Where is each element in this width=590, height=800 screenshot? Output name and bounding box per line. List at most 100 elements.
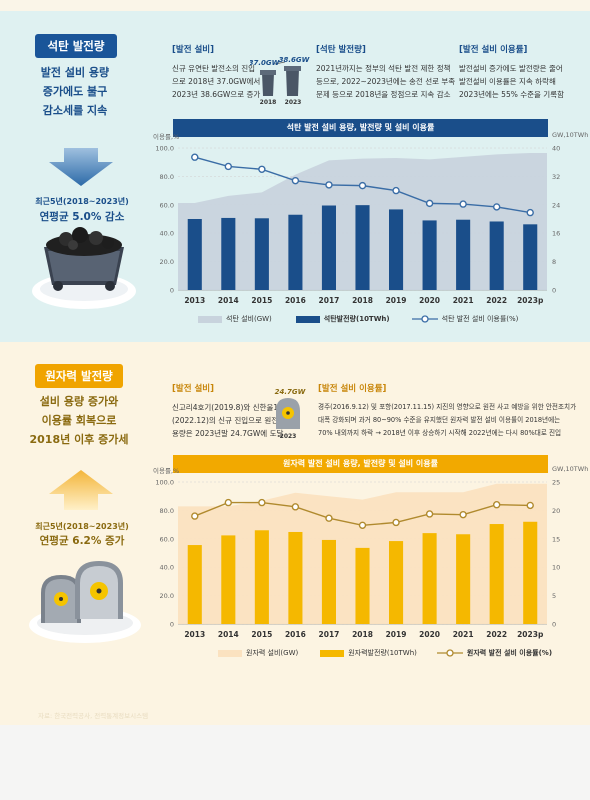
- coal-point-2019: [392, 186, 400, 195]
- coal-bar-2013: [187, 219, 202, 290]
- coal-bar-2014: [221, 217, 236, 290]
- nuclear-stat-rate: 연평균 6.2% 증가: [39, 535, 125, 547]
- nuclear-bar-2016: [288, 531, 303, 624]
- coal-xtick: 2016: [285, 296, 306, 305]
- coal-ytick-right: 16: [552, 230, 560, 238]
- nuclear-headline: 설비 용량 증가와 이용률 회복으로 2018년 이후 증가세: [15, 392, 143, 449]
- nuclear-point-2014: [224, 498, 233, 507]
- coal-bar-2016: [288, 214, 303, 290]
- coal-ytick-right: 24: [552, 201, 560, 209]
- coal-legend: 석탄 설비(GW) 석탄발전량(10TWh) 석탄 발전 설비 이용률(%): [198, 314, 518, 324]
- coal-xtick: 2014: [218, 296, 239, 305]
- nuclear-point-2015: [258, 498, 266, 507]
- coal-bar-2023p: [523, 224, 538, 290]
- coal-facility-title: [발전 설비]: [172, 45, 215, 55]
- coal-legend-utilization: 석탄 발전 설비 이용률(%): [441, 315, 519, 323]
- coal-headline-line-3: 감소세를 지속: [42, 104, 108, 117]
- coal-xtick: 2017: [319, 296, 340, 305]
- coal-bar-2022: [489, 221, 504, 290]
- nuclear-xtick: 2013: [184, 630, 205, 639]
- coal-headline-line-1: 발전 설비 용량: [40, 66, 110, 79]
- coal-xtick: 2023p: [517, 296, 544, 305]
- coal-xtick: 2020: [419, 296, 440, 305]
- coal-point-2016: [291, 176, 300, 185]
- coal-chart: 0 20.0 40.0 60.0 80.0 100.0 0 8 16 24 32 40 2013 2014…: [155, 145, 560, 306]
- coal-utilization-line: 발전설비 이용률은 지속 하락해: [459, 77, 556, 86]
- nuclear-facility-title: [발전 설비]: [172, 384, 215, 394]
- nuclear-legend-capacity: 원자력 설비(GW): [246, 649, 299, 657]
- coal-generation-line: 2021년까지는 정부의 석탄 발전 제한 정책: [316, 64, 451, 73]
- coal-bar-2015: [254, 218, 269, 290]
- nuclear-chart-title: 원자력 발전 설비 용량, 발전량 및 설비 이용률: [173, 455, 548, 473]
- nuclear-mini-value-2023: 24.7GW: [275, 388, 306, 396]
- coal-generation-line: 등으로, 2022~2023년에는 송전 선로 부족: [316, 77, 456, 86]
- coal-facility-line: 2023년 38.6GW으로 증가: [172, 90, 261, 99]
- nuclear-ytick-right: 0: [552, 621, 556, 629]
- nuclear-bar-2019: [389, 541, 404, 624]
- nuclear-bar-2022: [489, 524, 504, 624]
- coal-facility-note: [발전 설비] 신규 유연탄 발전소의 진입 으로 2018년 37.0GW에서…: [172, 44, 304, 101]
- nuclear-point-2023p: [526, 501, 534, 510]
- coal-legend-generation-swatch: [295, 315, 320, 323]
- coal-headline-line-2: 증가에도 불구: [42, 85, 108, 98]
- coal-bar-2019: [389, 209, 404, 290]
- coal-facility-line: 신규 유연탄 발전소의 진입: [172, 64, 256, 73]
- nuclear-plant-icon: [29, 561, 141, 643]
- coal-legend-capacity-swatch: [198, 315, 222, 323]
- top-strip: [0, 0, 590, 11]
- coal-xtick: 2013: [184, 296, 205, 305]
- coal-xtick: 2018: [352, 296, 373, 305]
- coal-point-2018: [358, 181, 367, 190]
- nuclear-ytick-left: 20.0: [160, 592, 174, 600]
- nuclear-ytick-right: 15: [552, 535, 560, 543]
- coal-legend-generation: 석탄발전량(10TWh): [323, 315, 390, 323]
- coal-facility-line: 으로 2018년 37.0GW에서: [172, 77, 261, 86]
- coal-left-axis-unit: 이용률,%: [153, 133, 180, 141]
- nuclear-xtick: 2020: [419, 630, 440, 639]
- nuclear-left-axis-unit: 이용률,%: [153, 467, 180, 475]
- coal-ytick-right: 0: [552, 287, 556, 295]
- nuclear-ytick-left: 0: [170, 621, 174, 629]
- coal-ytick-left: 60.0: [160, 201, 174, 209]
- nuclear-xtick: 2021: [453, 630, 474, 639]
- nuclear-stat-period: 최근5년(2018~2023년): [35, 522, 129, 531]
- coal-point-2020: [425, 199, 434, 208]
- coal-generation-title: [석탄 발전량]: [316, 45, 366, 55]
- coal-ytick-right: 40: [552, 145, 560, 153]
- coal-ytick-left: 100.0: [155, 145, 174, 153]
- nuclear-chart: 0 20.0 40.0 60.0 80.0 100.0 0 5 10 15 20 25 2013 2014…: [155, 479, 560, 640]
- coal-generation-line: 문제 등으로 2018년을 정점으로 지속 감소: [316, 90, 451, 99]
- nuclear-mini-year-2023: 2023: [280, 433, 297, 440]
- coal-legend-line-icon: [411, 315, 438, 323]
- coal-point-2023p: [526, 208, 534, 217]
- nuclear-point-2022: [492, 501, 501, 509]
- coal-point-2022: [492, 203, 501, 211]
- nuclear-xtick: 2014: [218, 630, 239, 639]
- coal-ytick-left: 0: [170, 287, 174, 295]
- nuclear-point-2013: [191, 512, 199, 520]
- nuclear-badge: 원자력 발전량: [35, 364, 123, 388]
- nuclear-facility-note: [발전 설비] 신고리4호기(2019.8)와 신한울1호기 (2022.12)…: [172, 383, 307, 440]
- nuclear-facility-line: 용량은 2023년말 24.7GW에 도달: [172, 429, 284, 438]
- down-arrow-icon: [49, 148, 113, 186]
- nuclear-headline-line-2: 이용률 회복으로: [41, 414, 117, 427]
- nuclear-legend-generation-swatch: [320, 649, 345, 657]
- coal-capacity-mini-chart: 37.0GW 38.6GW 2018 2023: [250, 56, 310, 106]
- coal-ytick-left: 80.0: [160, 173, 174, 181]
- nuclear-point-2017: [325, 514, 333, 522]
- nuclear-legend: 원자력 설비(GW) 원자력발전량(10TWh) 원자력 발전 설비 이용률(%…: [218, 648, 552, 658]
- nuclear-utilization-line: 대폭 강화되며 과거 80~90% 수준을 유지했던 원자력 발전 설비 이용률…: [318, 416, 561, 424]
- coal-mini-year-2018: 2018: [260, 99, 277, 106]
- coal-stat-rate: 연평균 5.0% 감소: [39, 211, 125, 223]
- coal-chart-title: 석탄 발전 설비 용량, 발전량 및 설비 이용률: [173, 119, 548, 137]
- source-note: 자료: 한국전력공사, 전력통계정보시스템: [38, 712, 149, 720]
- coal-bar-2020: [422, 220, 437, 290]
- coal-mini-year-2023: 2023: [285, 99, 302, 106]
- nuclear-xtick: 2018: [352, 630, 373, 639]
- nuclear-bar-2020: [422, 533, 437, 624]
- nuclear-bar-2021: [456, 534, 471, 624]
- nuclear-facility-line: (2022.12)의 신규 진입으로 원전 설비: [172, 416, 295, 425]
- nuclear-ytick-left: 80.0: [160, 507, 174, 515]
- coal-bar-2021: [456, 219, 471, 290]
